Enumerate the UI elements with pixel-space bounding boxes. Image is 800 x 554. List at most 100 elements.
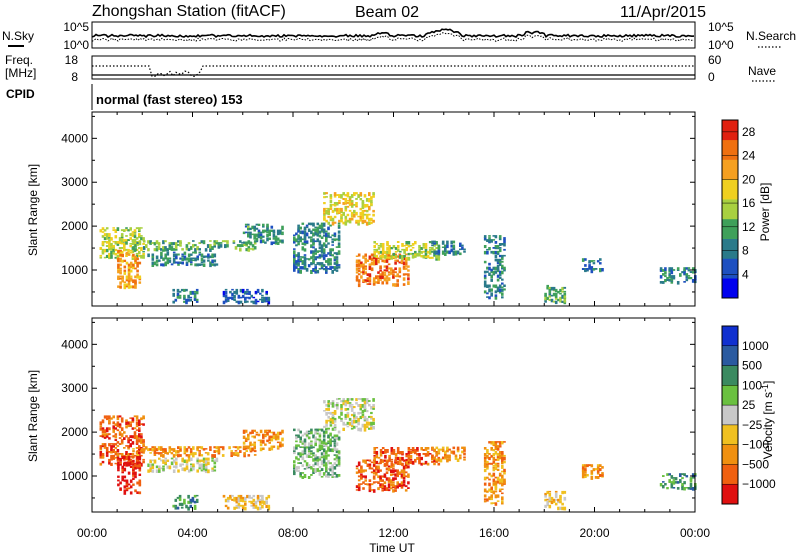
- freq-tick-bottom: 8: [71, 70, 78, 84]
- velocity-cell: [158, 467, 161, 470]
- velocity-cell: [318, 440, 322, 444]
- velocity-cell: [409, 460, 413, 464]
- velocity-cell: [370, 483, 374, 486]
- velocity-cell: [303, 432, 307, 436]
- power-cell: [135, 248, 139, 251]
- velocity-cell: [241, 496, 245, 500]
- power-cell: [370, 217, 373, 222]
- beam-label: Beam 02: [355, 4, 419, 21]
- power-cell: [114, 235, 118, 239]
- velocity-cell: [327, 454, 330, 457]
- velocity-cell: [196, 459, 199, 463]
- power-cell: [368, 205, 371, 209]
- velocity-cell: [125, 435, 128, 438]
- velocity-cell: [394, 489, 397, 492]
- velocity-cell: [114, 435, 118, 439]
- power-cell: [441, 250, 445, 253]
- power-cell: [316, 230, 320, 234]
- power-cell: [99, 254, 103, 257]
- velocity-cell: [312, 468, 315, 472]
- power-cell: [385, 269, 389, 272]
- velocity-cell: [129, 423, 132, 427]
- velocity-cell: [314, 428, 317, 431]
- power-cell: [325, 192, 328, 195]
- velocity-cell: [501, 482, 504, 487]
- velocity-cell: [307, 450, 311, 453]
- power-cell: [501, 282, 504, 285]
- power-cell: [136, 263, 139, 268]
- velocity-cell: [127, 447, 130, 450]
- power-cell: [437, 246, 441, 250]
- power-cell: [185, 244, 189, 248]
- power-cell: [312, 262, 315, 265]
- power-cell: [685, 279, 689, 282]
- velocity-cell: [279, 443, 282, 448]
- velocity-cell: [142, 415, 145, 420]
- power-cell: [168, 242, 172, 245]
- velocity-cell: [185, 463, 189, 466]
- velocity-cell: [187, 454, 191, 458]
- velocity-cell: [344, 417, 348, 420]
- power-cell: [402, 265, 406, 269]
- velocity-cell: [194, 452, 197, 456]
- power-cell: [175, 261, 178, 264]
- power-cell: [404, 253, 408, 256]
- velocity-cell: [544, 504, 547, 508]
- nsky-tick-top: 10^5: [63, 20, 89, 34]
- velocity-cell: [129, 417, 132, 419]
- power-cell: [293, 234, 296, 237]
- power-cell: [297, 264, 300, 267]
- power-cell: [405, 256, 408, 260]
- power-cell: [488, 288, 491, 293]
- power-cell: [488, 272, 491, 276]
- power-cell: [359, 192, 363, 196]
- power-cell: [301, 222, 305, 225]
- power-cell: [599, 258, 602, 261]
- velocity-cell: [305, 446, 309, 449]
- date-label: 11/Apr/2015: [620, 4, 706, 21]
- velocity-cbar-tick-label: 25: [742, 398, 756, 412]
- power-cbar-segment: [722, 179, 738, 200]
- power-cell: [348, 209, 352, 212]
- velocity-cell: [498, 488, 502, 491]
- velocity-cell: [387, 489, 391, 492]
- power-cell: [590, 266, 594, 269]
- velocity-cell: [248, 494, 251, 498]
- velocity-cell: [396, 469, 399, 472]
- power-cell: [219, 242, 223, 244]
- velocity-cell: [166, 452, 169, 455]
- power-cell: [185, 263, 189, 266]
- power-cell: [105, 241, 109, 244]
- power-cell: [134, 244, 137, 246]
- power-cell: [132, 265, 135, 270]
- power-cell: [488, 235, 491, 237]
- power-cell: [112, 227, 115, 229]
- power-cell: [433, 250, 436, 254]
- power-cell: [99, 256, 103, 259]
- nave-trace: [92, 65, 695, 78]
- power-cell: [437, 254, 441, 258]
- velocity-cell: [204, 457, 208, 461]
- power-cell: [253, 235, 256, 239]
- velocity-cell: [162, 454, 165, 458]
- velocity-cell: [366, 459, 370, 462]
- power-cell: [554, 296, 558, 300]
- velocity-cell: [157, 446, 161, 450]
- velocity-cell: [252, 494, 256, 498]
- power-cell: [172, 253, 176, 257]
- power-cbar-label: Power [dB]: [758, 183, 772, 242]
- velocity-cell: [557, 506, 560, 511]
- power-cell: [314, 240, 317, 243]
- power-cell: [234, 246, 238, 250]
- velocity-cell: [329, 419, 333, 424]
- power-cell: [355, 205, 358, 208]
- power-cell: [164, 261, 167, 265]
- velocity-cell: [492, 482, 496, 486]
- power-cell: [108, 241, 111, 244]
- power-cell: [337, 250, 341, 253]
- power-cell: [360, 271, 363, 274]
- velocity-cell: [363, 425, 367, 429]
- velocity-cell: [114, 439, 118, 441]
- velocity-cell: [670, 483, 674, 486]
